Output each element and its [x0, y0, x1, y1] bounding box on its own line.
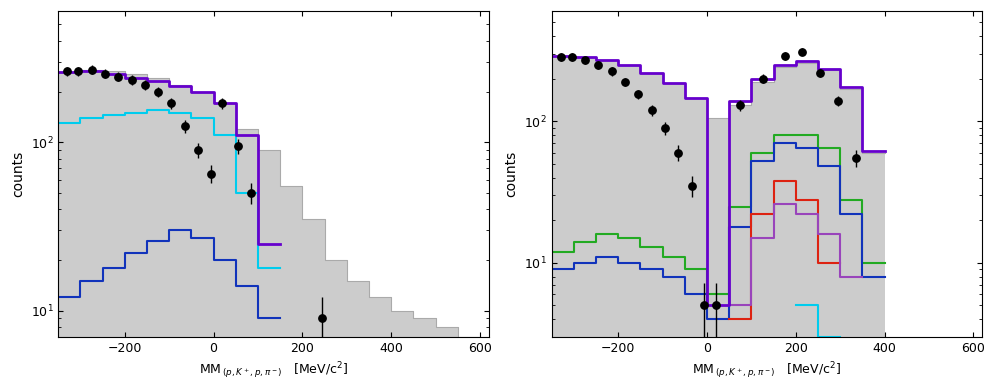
Point	[794, 49, 810, 55]
Point	[204, 171, 220, 177]
Point	[564, 54, 580, 60]
Point	[190, 147, 206, 153]
X-axis label: MM$_{\,(p,K^+,p,\pi^-)}$   [MeV/c$^2$]: MM$_{\,(p,K^+,p,\pi^-)}$ [MeV/c$^2$]	[693, 360, 841, 381]
Y-axis label: counts: counts	[505, 151, 519, 197]
Point	[754, 76, 770, 82]
Point	[553, 54, 569, 60]
Point	[230, 143, 246, 149]
Point	[847, 155, 863, 161]
Point	[215, 100, 231, 107]
Point	[577, 57, 593, 64]
Point	[137, 82, 153, 88]
Point	[657, 125, 673, 131]
Point	[244, 190, 259, 196]
Point	[110, 74, 126, 80]
Point	[314, 315, 330, 321]
Point	[830, 98, 846, 104]
Point	[631, 91, 647, 98]
Point	[684, 183, 700, 189]
Point	[177, 123, 193, 129]
Point	[59, 68, 75, 74]
Point	[644, 107, 660, 113]
Point	[604, 68, 620, 74]
Point	[164, 100, 180, 107]
Y-axis label: counts: counts	[11, 151, 25, 197]
Point	[776, 53, 792, 59]
Point	[124, 76, 140, 83]
Point	[708, 302, 724, 309]
Point	[97, 71, 113, 77]
Point	[812, 70, 828, 76]
Point	[591, 62, 607, 68]
Point	[671, 149, 687, 156]
Point	[733, 102, 748, 108]
Point	[696, 302, 712, 309]
Point	[150, 88, 166, 94]
Point	[617, 79, 633, 85]
X-axis label: MM$_{\,(p,K^+,p,\pi^-)}$   [MeV/c$^2$]: MM$_{\,(p,K^+,p,\pi^-)}$ [MeV/c$^2$]	[199, 360, 348, 381]
Point	[84, 66, 100, 73]
Point	[70, 68, 86, 74]
